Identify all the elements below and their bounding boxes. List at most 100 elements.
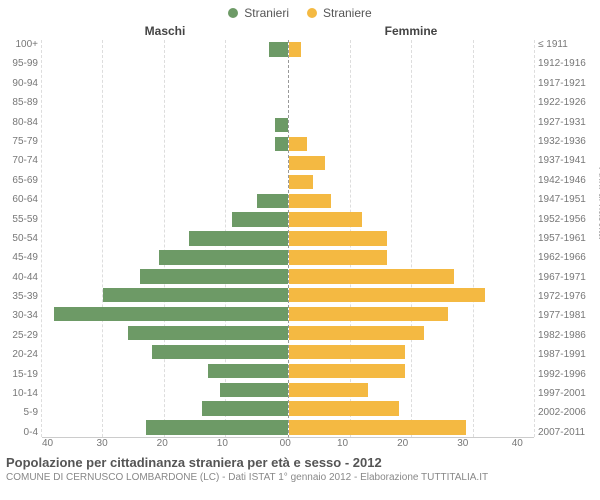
legend-male-swatch — [228, 8, 238, 18]
male-bar — [146, 420, 287, 434]
birth-label: 1917-1921 — [538, 79, 600, 89]
female-bar — [289, 231, 387, 245]
x-tick: 10 — [337, 438, 348, 449]
age-label: 15-19 — [0, 370, 38, 380]
birth-label: 1967-1971 — [538, 273, 600, 283]
age-label: 60-64 — [0, 195, 38, 205]
birth-label: 1957-1961 — [538, 234, 600, 244]
age-label: 90-94 — [0, 79, 38, 89]
birth-label: 1912-1916 — [538, 59, 600, 69]
male-bar — [128, 326, 288, 340]
male-bar — [275, 118, 287, 132]
x-tick: 40 — [512, 438, 523, 449]
female-bar — [289, 288, 485, 302]
x-tick: 30 — [97, 438, 108, 449]
female-bar — [289, 137, 307, 151]
female-bar — [289, 194, 332, 208]
column-headers: Maschi Femmine — [0, 24, 600, 38]
age-label: 85-89 — [0, 98, 38, 108]
age-label: 75-79 — [0, 137, 38, 147]
male-bar — [103, 288, 287, 302]
male-bar — [269, 42, 287, 56]
age-labels: 100+ 95-99 90-94 85-89 80-84 75-79 70-74 65-69 6… — [0, 40, 42, 438]
female-bar — [289, 212, 363, 226]
legend-male-label: Stranieri — [244, 6, 289, 20]
chart-legend: Stranieri Straniere — [0, 0, 600, 20]
male-bar — [189, 231, 287, 245]
birth-label: 1997-2001 — [538, 389, 600, 399]
age-label: 80-84 — [0, 118, 38, 128]
birth-label: 1982-1986 — [538, 331, 600, 341]
birth-label: 1962-1966 — [538, 253, 600, 263]
male-bars-area — [42, 40, 289, 438]
male-bar — [140, 269, 287, 283]
male-bar — [257, 194, 288, 208]
male-bar — [232, 212, 287, 226]
age-label: 70-74 — [0, 156, 38, 166]
female-bar — [289, 156, 326, 170]
birth-label: 1937-1941 — [538, 156, 600, 166]
male-bar — [202, 401, 288, 415]
x-tick: 20 — [397, 438, 408, 449]
male-bar — [159, 250, 288, 264]
age-label: 10-14 — [0, 389, 38, 399]
birth-label: 1977-1981 — [538, 311, 600, 321]
female-bar — [289, 420, 467, 434]
age-label: 20-24 — [0, 350, 38, 360]
x-tick: 30 — [457, 438, 468, 449]
chart-subtitle: COMUNE DI CERNUSCO LOMBARDONE (LC) - Dat… — [6, 472, 594, 483]
birth-label: 1972-1976 — [538, 292, 600, 302]
legend-male: Stranieri — [228, 6, 289, 20]
female-bar — [289, 364, 406, 378]
female-bar — [289, 383, 369, 397]
birth-label: 1922-1926 — [538, 98, 600, 108]
population-pyramid: Fasce di età Anni di nascita 100+95-9990… — [0, 40, 600, 438]
female-bar — [289, 326, 424, 340]
birth-label: 1932-1936 — [538, 137, 600, 147]
female-bar — [289, 345, 406, 359]
legend-female-swatch — [307, 8, 317, 18]
age-label: 100+ — [0, 40, 38, 50]
x-axis: 403020100 010203040 — [0, 438, 600, 449]
birth-label: ≤ 1911 — [538, 40, 600, 50]
age-label: 5-9 — [0, 408, 38, 418]
age-label: 65-69 — [0, 176, 38, 186]
male-bar — [152, 345, 287, 359]
male-bar — [54, 307, 287, 321]
age-label: 30-34 — [0, 311, 38, 321]
age-label: 25-29 — [0, 331, 38, 341]
female-bar — [289, 307, 449, 321]
chart-title: Popolazione per cittadinanza straniera p… — [6, 455, 594, 470]
age-label: 95-99 — [0, 59, 38, 69]
x-tick: 0 — [285, 438, 291, 449]
male-bar — [220, 383, 288, 397]
age-label: 50-54 — [0, 234, 38, 244]
female-bars-area — [289, 40, 535, 438]
birth-label: 1947-1951 — [538, 195, 600, 205]
male-bar — [208, 364, 288, 378]
female-bar — [289, 175, 314, 189]
age-label: 45-49 — [0, 253, 38, 263]
age-label: 35-39 — [0, 292, 38, 302]
header-female: Femmine — [288, 24, 534, 38]
female-bar — [289, 42, 301, 56]
header-male: Maschi — [42, 24, 288, 38]
age-label: 40-44 — [0, 273, 38, 283]
legend-female: Straniere — [307, 6, 372, 20]
age-label: 55-59 — [0, 215, 38, 225]
age-label: 0-4 — [0, 428, 38, 438]
birth-label: 1992-1996 — [538, 370, 600, 380]
female-bar — [289, 401, 399, 415]
x-tick: 10 — [217, 438, 228, 449]
chart-footer: Popolazione per cittadinanza straniera p… — [0, 449, 600, 483]
birth-label: 1942-1946 — [538, 176, 600, 186]
legend-female-label: Straniere — [323, 6, 372, 20]
birth-label: 1952-1956 — [538, 215, 600, 225]
x-tick: 20 — [157, 438, 168, 449]
female-bar — [289, 269, 455, 283]
y-axis-left-title: Fasce di età — [0, 179, 3, 239]
birth-label: 1927-1931 — [538, 118, 600, 128]
x-tick: 40 — [42, 438, 53, 449]
birth-year-labels: ≤ 1911 1912-1916 1917-1921 1922-1926 1927-19… — [534, 40, 600, 438]
female-bar — [289, 250, 387, 264]
